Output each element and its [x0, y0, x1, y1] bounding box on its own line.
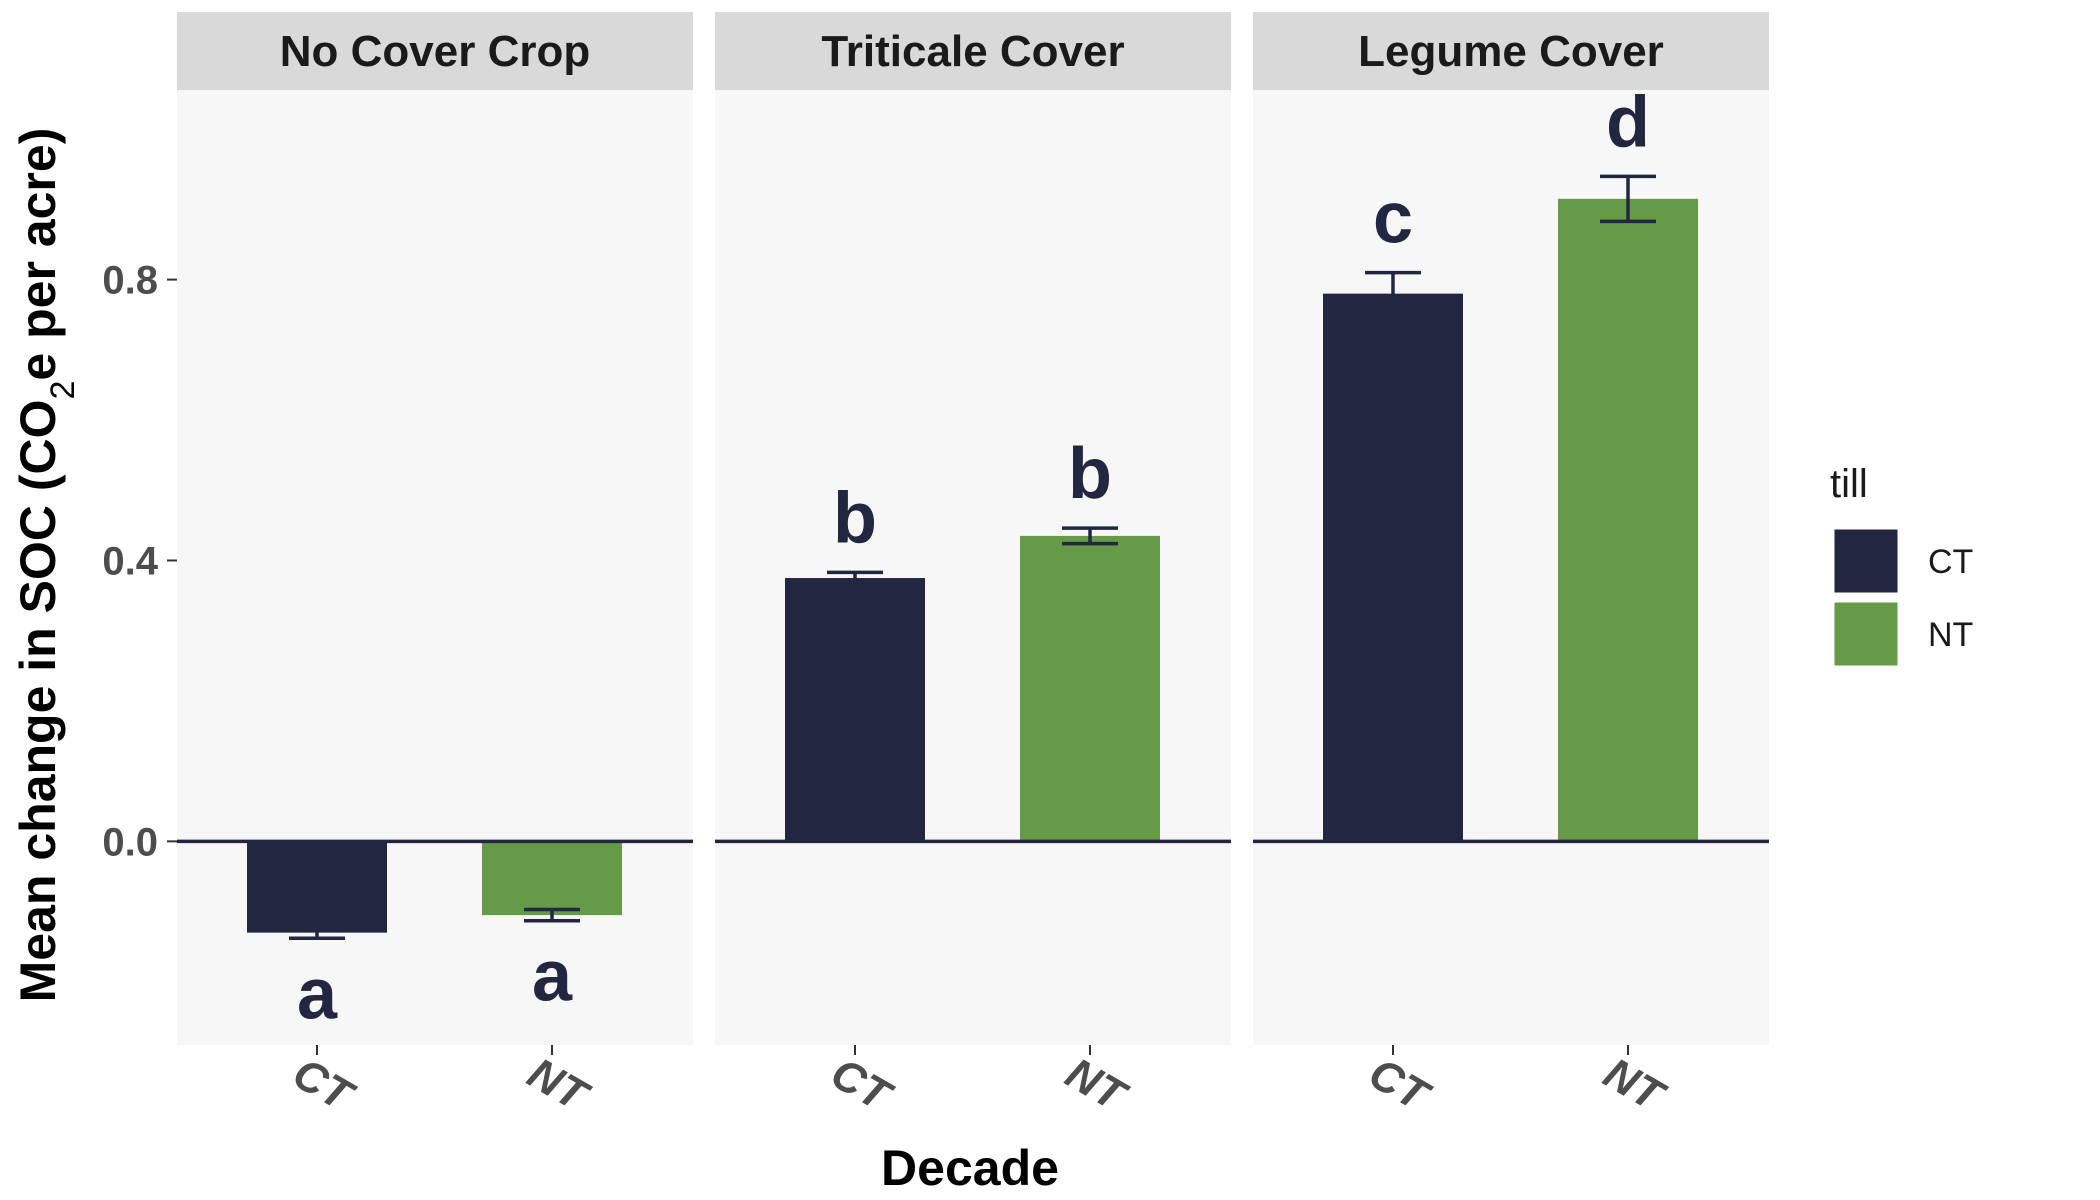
x-axis-title: Decade [881, 1140, 1059, 1196]
bar-nt [482, 841, 622, 916]
error-bar [289, 925, 345, 941]
legend-swatch-nt [1831, 599, 1901, 669]
x-tick-label: CT [823, 1049, 901, 1122]
legend-swatch-ct [1831, 526, 1901, 596]
facet-1: No Cover Crop a CT a NT [177, 12, 693, 1122]
facet-strip [1253, 12, 1769, 90]
legend-title: till [1830, 462, 1868, 506]
y-axis-title-part2: e per acre) [10, 128, 66, 381]
facet-strip [177, 12, 693, 90]
facet-2: Triticale Cover b CT b NT [715, 12, 1231, 1122]
legend-label-nt: NT [1928, 616, 1973, 654]
y-tick-label: 0.0 [102, 820, 158, 864]
error-bar [1600, 174, 1656, 224]
bar-ct [1323, 293, 1463, 842]
error-bar [524, 907, 580, 923]
bar-ct [247, 841, 387, 933]
significance-label: a [532, 937, 573, 1017]
significance-label: d [1606, 82, 1650, 162]
y-tick-label: 0.4 [102, 539, 158, 583]
facet-strip [715, 12, 1231, 90]
x-tick-label: NT [520, 1049, 598, 1122]
error-bar [1062, 526, 1118, 546]
facet-panels: No Cover Crop a CT a NT Triticale Cover b CT b NT… [177, 12, 1769, 1122]
bar-nt [1558, 198, 1698, 842]
x-tick-label: CT [1361, 1049, 1439, 1122]
facet-3: Legume Cover c CT d NT [1253, 12, 1769, 1122]
y-tick-label: 0.8 [102, 259, 158, 303]
x-tick-label: NT [1596, 1049, 1674, 1122]
y-axis-title-subscript: 2 [44, 381, 82, 400]
x-tick-label: NT [1058, 1049, 1136, 1122]
significance-label: c [1373, 179, 1413, 259]
bar-nt [1020, 535, 1160, 842]
bar-ct [785, 578, 925, 842]
significance-label: b [833, 478, 877, 558]
error-bar [1365, 270, 1421, 317]
legend-label-ct: CT [1928, 543, 1973, 581]
y-axis-title-part1: Mean change in SOC (CO [10, 400, 66, 1003]
significance-label: b [1068, 434, 1112, 514]
y-axis: 0.0 0.4 0.8 [102, 259, 177, 864]
facet-strip-label: Legume Cover [1358, 27, 1664, 76]
legend: till CT NT [1830, 462, 1973, 669]
facet-strip-label: Triticale Cover [821, 27, 1124, 76]
significance-label: a [297, 954, 338, 1034]
facet-strip-label: No Cover Crop [280, 27, 590, 76]
y-axis-title: Mean change in SOC (CO2e per acre) [10, 128, 82, 1003]
error-bar [827, 570, 883, 586]
x-tick-label: CT [285, 1049, 363, 1122]
